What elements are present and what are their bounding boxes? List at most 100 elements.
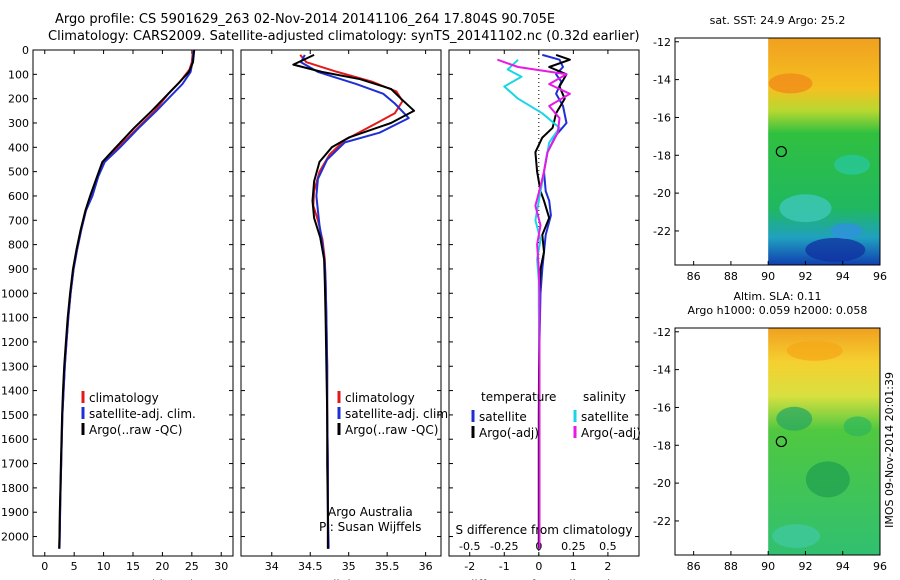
map-field-blob xyxy=(772,524,821,549)
x-tick-label: -2 xyxy=(464,560,475,573)
x-tick-label: 94 xyxy=(836,560,850,573)
y-tick-label: 1100 xyxy=(1,312,29,325)
plot-frame xyxy=(32,49,234,557)
x-axis-label: salinity xyxy=(319,578,362,580)
x-tick-label: 5 xyxy=(71,560,78,573)
x2-tick-label: 0.25 xyxy=(561,540,586,553)
x-tick-label: 92 xyxy=(798,560,812,573)
map-subtitle: Argo h1000: 0.059 h2000: 0.058 xyxy=(688,304,868,317)
y-tick-label: -22 xyxy=(653,515,671,528)
legend-label: satellite-adj. clim. xyxy=(345,407,452,421)
legend-header: salinity xyxy=(583,390,626,404)
y-tick-label: 700 xyxy=(8,214,29,227)
y-tick-label: 300 xyxy=(8,117,29,130)
y-tick-label: 1500 xyxy=(1,409,29,422)
map-title: Altim. SLA: 0.11 xyxy=(733,290,821,303)
legend-label: climatology xyxy=(345,391,415,405)
x2-axis-label: S difference from climatology xyxy=(456,523,633,537)
y-tick-label: 200 xyxy=(8,93,29,106)
chart-title-line1: Argo profile: CS 5901629_263 02-Nov-2014… xyxy=(55,12,556,27)
series-line-argo-raw-qc- xyxy=(292,53,416,549)
panel-differences: -2 -1 0 1 2 T difference from climatology -0.5… xyxy=(448,49,641,580)
x-tick-label: 1 xyxy=(570,560,577,573)
x2-tick-label: -0.5 xyxy=(459,540,480,553)
y-tick-label: 1000 xyxy=(1,287,29,300)
y-tick-label: 900 xyxy=(8,263,29,276)
x-tick-label: 36 xyxy=(419,560,433,573)
legend-label: satellite-adj. clim. xyxy=(89,407,196,421)
x-tick-label: -1 xyxy=(499,560,510,573)
y-tick-label: 1700 xyxy=(1,458,29,471)
x-tick-label: 20 xyxy=(155,560,169,573)
y-tick-label: 800 xyxy=(8,239,29,252)
chart-title-line2: Climatology: CARS2009. Satellite-adjuste… xyxy=(48,29,640,44)
y-tick-label: -18 xyxy=(653,439,671,452)
y-tick-label: 2000 xyxy=(1,531,29,544)
annotation: Argo Australia xyxy=(328,505,413,519)
panel-temperature: 0100200300400500600700800900100011001200… xyxy=(1,44,234,580)
x-tick-label: 34.5 xyxy=(298,560,323,573)
map-field-blob xyxy=(805,237,866,262)
y-tick-label: 600 xyxy=(8,190,29,203)
map-field xyxy=(768,38,880,265)
legend-label: Argo(-adj) xyxy=(479,426,539,440)
map-sst_map: 86 88 90 92 94 96 -12 -14 -16 -18 -20 -22 sat. SST: … xyxy=(653,14,887,283)
annotation: PI: Susan Wijffels xyxy=(319,520,421,534)
legend-label: satellite xyxy=(479,410,527,424)
x-tick-label: 86 xyxy=(687,560,701,573)
y-tick-label: -12 xyxy=(653,326,671,339)
y-tick-label: -18 xyxy=(653,149,671,162)
argo-position-marker xyxy=(775,435,787,448)
map-field-blob xyxy=(786,340,843,361)
y-tick-label: -16 xyxy=(653,111,671,124)
x-tick-label: 25 xyxy=(185,560,199,573)
x-tick-label: 88 xyxy=(724,560,738,573)
x-tick-label: 0 xyxy=(41,560,48,573)
x-tick-label: 86 xyxy=(687,270,701,283)
y-tick-label: 400 xyxy=(8,141,29,154)
x-tick-label: 15 xyxy=(126,560,140,573)
x-tick-label: 0 xyxy=(535,560,542,573)
legend-label: climatology xyxy=(89,391,159,405)
y-tick-label: 1400 xyxy=(1,385,29,398)
y-tick-label: 0 xyxy=(22,44,29,57)
x-tick-label: 94 xyxy=(836,270,850,283)
x-tick-label: 96 xyxy=(873,270,887,283)
y-tick-label: 1800 xyxy=(1,482,29,495)
legend-label: Argo(..raw -QC) xyxy=(345,423,438,437)
argo-position-marker xyxy=(775,145,787,158)
y-tick-label: 1900 xyxy=(1,506,29,519)
x-tick-label: 92 xyxy=(798,270,812,283)
y-tick-label: 1600 xyxy=(1,433,29,446)
map-field-blob xyxy=(776,406,813,431)
x-tick-label: 90 xyxy=(761,270,775,283)
legend-label: satellite xyxy=(581,410,629,424)
x2-tick-label: -0.25 xyxy=(490,540,518,553)
map-field-blob xyxy=(805,461,850,498)
map-field-blob xyxy=(768,73,813,94)
legend-label: Argo(..raw -QC) xyxy=(89,423,182,437)
y-tick-label: -20 xyxy=(653,477,671,490)
y-tick-label: 100 xyxy=(8,68,29,81)
x-tick-label: 34 xyxy=(265,560,279,573)
map-field-blob xyxy=(843,416,872,437)
plot-frame xyxy=(240,49,442,557)
y-tick-label: -14 xyxy=(653,74,671,87)
x2-tick-label: 0.5 xyxy=(599,540,617,553)
map-field-blob xyxy=(834,154,871,175)
y-tick-label: -22 xyxy=(653,225,671,238)
map-field-fill xyxy=(768,328,880,555)
x-tick-label: 2 xyxy=(604,560,611,573)
plot-frame xyxy=(448,49,640,557)
panel-salinity: 34 34.5 35 35.5 36 salinity climatology satelli… xyxy=(240,49,452,580)
x-tick-label: 88 xyxy=(724,270,738,283)
x-axis-label: T difference from climatology xyxy=(455,578,633,580)
series-line-argo-raw-qc- xyxy=(58,49,196,549)
y-tick-label: -14 xyxy=(653,364,671,377)
map-frame xyxy=(674,327,881,556)
y-tick-label: 500 xyxy=(8,166,29,179)
x-tick-label: 96 xyxy=(873,560,887,573)
map-field-blob xyxy=(779,194,832,223)
legend-label: Argo(-adj) xyxy=(581,426,641,440)
